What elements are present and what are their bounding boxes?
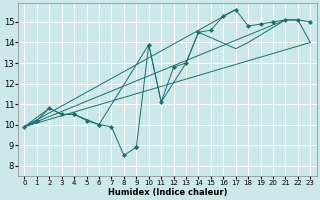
X-axis label: Humidex (Indice chaleur): Humidex (Indice chaleur) — [108, 188, 227, 197]
